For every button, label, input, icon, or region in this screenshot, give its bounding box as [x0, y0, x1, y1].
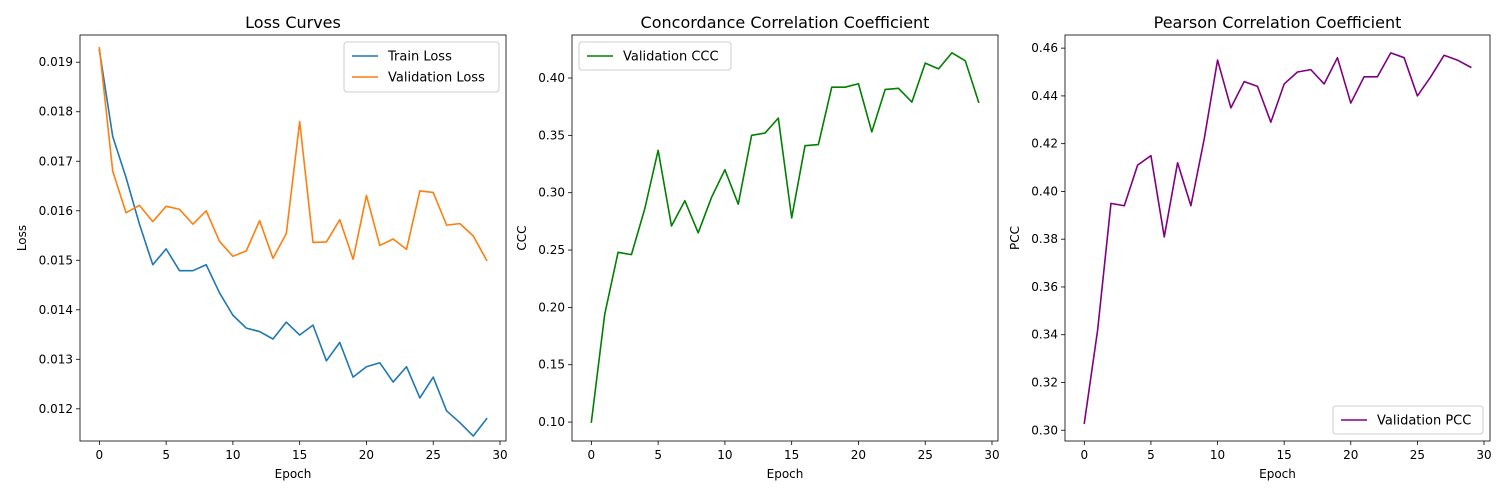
legend-box — [578, 41, 732, 71]
y-axis-label: CCC — [515, 225, 529, 250]
legend: Train Loss Validation Loss — [343, 41, 500, 93]
y-tick-label: 0.15 — [538, 358, 565, 372]
y-tick-label: 0.017 — [39, 154, 73, 168]
y-tick-label: 0.10 — [538, 415, 565, 429]
legend: Validation CCC — [578, 41, 732, 71]
chart-panel-1: Loss Curves 0 5 10 15 20 25 30 0.012 0.013 0.014 0.… — [15, 13, 508, 481]
y-tick-label: 0.34 — [1031, 328, 1058, 342]
plot-frame — [1064, 34, 1491, 442]
y-tick-label: 0.20 — [538, 300, 565, 314]
y-tick-label: 0.013 — [39, 352, 73, 366]
chart-panel-3: Pearson Correlation Coefficient 0 5 10 15 20 2… — [1008, 13, 1492, 481]
x-tick-label: 15 — [292, 448, 307, 462]
y-tick-label: 0.30 — [538, 186, 565, 200]
y-tick-label: 0.42 — [1031, 137, 1058, 151]
legend-label: Validation PCC — [1377, 414, 1471, 429]
y-tick-label: 0.44 — [1031, 89, 1058, 103]
series-line-1 — [98, 48, 488, 437]
x-tick-label: 0 — [1080, 448, 1088, 462]
x-tick-label: 15 — [1277, 448, 1292, 462]
x-tick-label: 20 — [851, 448, 866, 462]
x-tick-label: 30 — [492, 448, 507, 462]
chart-panel-2: Concordance Correlation Coefficient 0 5 10 1… — [515, 13, 1000, 481]
y-tick-label: 0.012 — [39, 402, 73, 416]
x-tick-label: 5 — [1147, 448, 1155, 462]
y-axis-label: PCC — [1008, 226, 1022, 250]
legend-box — [343, 41, 500, 93]
x-tick-label: 0 — [96, 448, 104, 462]
x-tick-label: 10 — [1210, 448, 1225, 462]
y-tick-label: 0.015 — [39, 253, 73, 267]
x-tick-label: 25 — [426, 448, 441, 462]
y-axis-label: Loss — [15, 225, 29, 251]
x-tick-label: 25 — [918, 448, 933, 462]
x-tick-label: 5 — [162, 448, 170, 462]
y-tick-label: 0.38 — [1031, 232, 1058, 246]
x-axis-label: Epoch — [1259, 467, 1296, 481]
x-tick-label: 25 — [1410, 448, 1425, 462]
y-tick-label: 0.018 — [39, 105, 73, 119]
series-line-1 — [1083, 52, 1472, 424]
series-line-1 — [590, 51, 980, 423]
x-tick-label: 30 — [984, 448, 999, 462]
legend-box — [1332, 405, 1484, 435]
plot-frame — [79, 34, 507, 442]
y-tick-label: 0.30 — [1031, 423, 1058, 437]
legend-label: Train Loss — [387, 50, 452, 65]
chart-title: Concordance Correlation Coefficient — [641, 13, 930, 32]
x-tick-label: 15 — [784, 448, 799, 462]
plot-frame — [571, 34, 999, 442]
y-tick-label: 0.35 — [538, 128, 565, 142]
x-tick-label: 10 — [717, 448, 732, 462]
x-axis-label: Epoch — [275, 467, 312, 481]
chart-title: Pearson Correlation Coefficient — [1154, 13, 1402, 32]
x-tick-label: 10 — [225, 448, 240, 462]
y-tick-label: 0.40 — [1031, 184, 1058, 198]
legend-label: Validation Loss — [388, 71, 485, 86]
x-tick-label: 30 — [1476, 448, 1491, 462]
x-tick-label: 5 — [654, 448, 662, 462]
series-line-2 — [98, 46, 488, 262]
x-tick-label: 0 — [588, 448, 596, 462]
y-tick-label: 0.40 — [538, 71, 565, 85]
legend: Validation PCC — [1332, 405, 1484, 435]
x-tick-label: 20 — [359, 448, 374, 462]
x-axis-label: Epoch — [767, 467, 804, 481]
x-tick-label: 20 — [1343, 448, 1358, 462]
y-tick-label: 0.46 — [1031, 41, 1058, 55]
y-tick-label: 0.019 — [39, 55, 73, 69]
y-tick-label: 0.016 — [39, 204, 73, 218]
y-tick-label: 0.014 — [39, 303, 73, 317]
chart-title: Loss Curves — [245, 13, 341, 32]
legend-label: Validation CCC — [623, 50, 719, 65]
y-tick-label: 0.32 — [1031, 375, 1058, 389]
y-tick-label: 0.36 — [1031, 280, 1058, 294]
y-tick-label: 0.25 — [538, 243, 565, 257]
